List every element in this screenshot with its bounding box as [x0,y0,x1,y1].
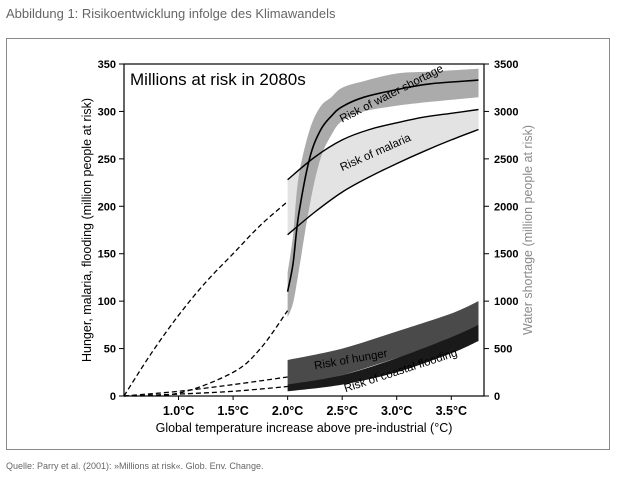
right-axis-title: Water shortage (million people at risk) [521,125,535,335]
left-tick-label: 250 [98,154,116,166]
source-note: Quelle: Parry et al. (2001): »Millions a… [6,461,264,471]
right-tick-label: 2500 [494,154,518,166]
left-tick-label: 350 [98,59,116,71]
right-tick-label: 1000 [494,296,518,308]
hunger-band [287,301,479,387]
coastal-flooding-dashed-line [123,385,288,397]
left-tick-label: 0 [110,391,116,403]
coastal-flooding-band [287,324,479,392]
left-tick-label: 300 [98,106,116,118]
water-shortage-band [287,68,479,318]
left-tick-label: 150 [98,249,116,261]
right-tick-label: 1500 [494,249,518,261]
chart-title: Millions at risk in 2080s [130,70,306,89]
plot-area-border [123,63,485,397]
figure-caption: Abbildung 1: Risikoentwicklung infolge d… [6,6,336,21]
malaria-upper-line [287,108,479,181]
right-tick-label: 3000 [494,106,518,118]
left-tick-label: 200 [98,201,116,213]
area-layer [287,68,479,392]
water-shortage-line [286,79,479,292]
malaria-dashed-line [123,201,289,397]
axes-layer: 0501001502002503003500500100015002000250… [98,59,519,418]
malaria-lower-line [287,128,479,236]
right-tick-label: 500 [494,344,512,356]
left-axis-title: Hunger, malaria, flooding (million peopl… [80,98,94,362]
malaria-band [287,109,479,235]
x-tick-label: 1.5°C [217,404,248,418]
x-tick-label: 1.0°C [163,404,194,418]
right-tick-label: 0 [494,391,500,403]
x-tick-label: 3.5°C [436,404,467,418]
water-shortage-dashed-line [123,310,289,397]
right-tick-label: 2000 [494,201,518,213]
left-tick-label: 100 [98,296,116,308]
x-axis-title: Global temperature increase above pre-in… [156,421,453,435]
line-layer [123,79,479,397]
x-tick-label: 3.0°C [381,404,412,418]
left-tick-label: 50 [104,344,116,356]
x-tick-label: 2.5°C [326,404,357,418]
x-tick-label: 2.0°C [272,404,303,418]
hunger-dashed-line [123,376,288,397]
right-tick-label: 3500 [494,59,518,71]
